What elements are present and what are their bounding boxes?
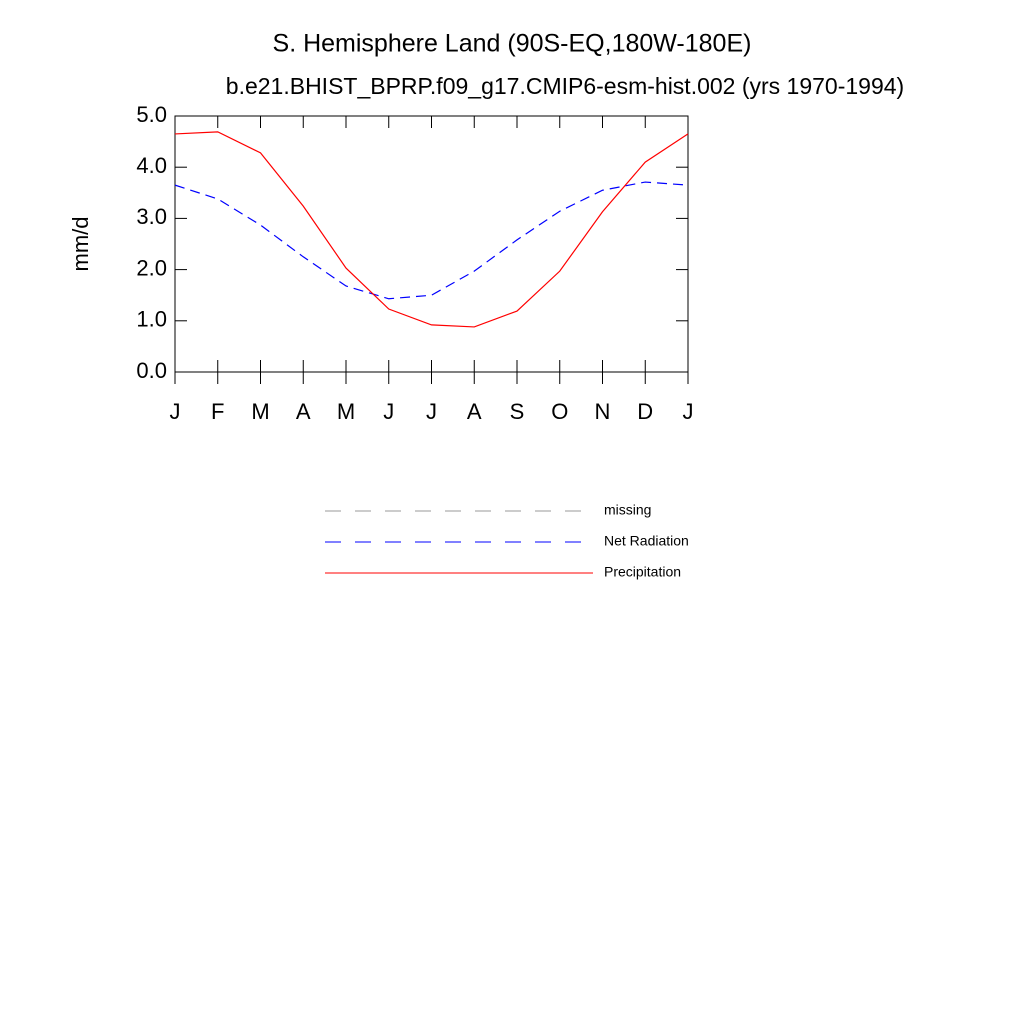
plot-frame	[174, 115, 689, 373]
x-tick-label: J	[170, 399, 181, 424]
legend-label: Precipitation	[604, 564, 681, 580]
y-tick-label: 5.0	[136, 102, 167, 127]
x-tick-label: J	[383, 399, 394, 424]
chart-subtitle: b.e21.BHIST_BPRP.f09_g17.CMIP6-esm-hist.…	[226, 73, 904, 99]
y-tick-label: 4.0	[136, 153, 167, 178]
x-tick-label: A	[467, 399, 482, 424]
x-tick-label: A	[296, 399, 311, 424]
y-axis-label: mm/d	[68, 217, 93, 272]
chart-title: S. Hemisphere Land (90S-EQ,180W-180E)	[273, 30, 752, 58]
y-tick-label: 1.0	[136, 307, 167, 332]
x-tick-label: N	[595, 399, 611, 424]
x-tick-label: J	[683, 399, 694, 424]
x-tick-label: M	[251, 399, 269, 424]
series-line	[174, 131, 689, 328]
x-tick-label: J	[426, 399, 437, 424]
legend-label: Net Radiation	[604, 533, 689, 549]
x-tick-label: F	[211, 399, 224, 424]
y-tick-label: 3.0	[136, 204, 167, 229]
x-tick-label: S	[510, 399, 525, 424]
series-line	[174, 181, 689, 300]
x-tick-label: O	[551, 399, 568, 424]
x-tick-label: D	[637, 399, 653, 424]
legend-label: missing	[604, 502, 651, 518]
y-tick-label: 0.0	[136, 358, 167, 383]
y-tick-label: 2.0	[136, 255, 167, 280]
x-tick-label: M	[337, 399, 355, 424]
